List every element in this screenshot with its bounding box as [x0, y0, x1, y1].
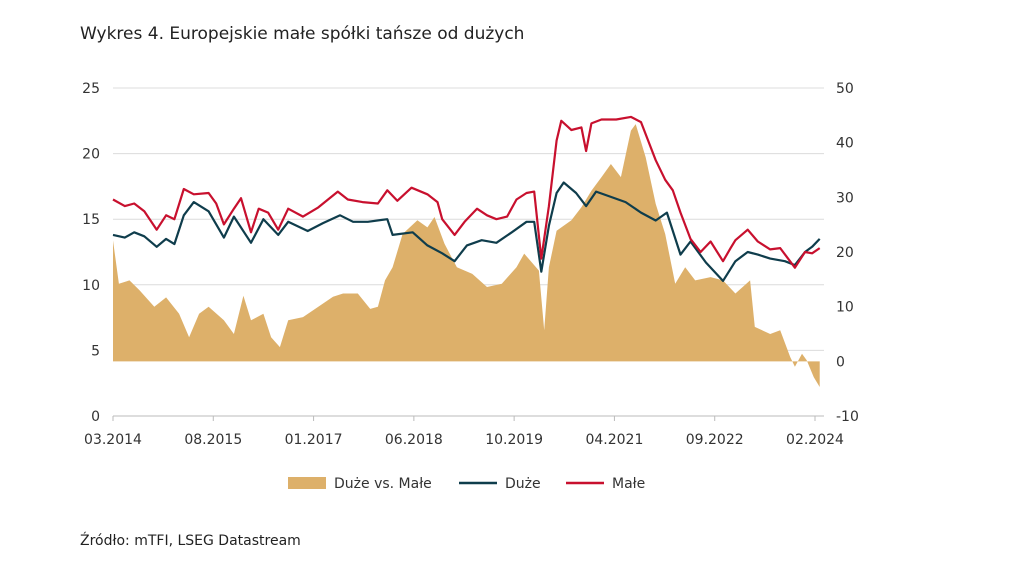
- area-series-duze-vs-male: [113, 124, 820, 387]
- x-tick-label: 10.2019: [485, 432, 543, 448]
- x-tick-label: 08.2015: [184, 432, 242, 448]
- line-series-male: [112, 115, 821, 269]
- chart-title: Wykres 4. Europejskie małe spółki tańsze…: [80, 24, 525, 44]
- x-tick-label: 06.2018: [385, 432, 443, 448]
- source-note: Źródło: mTFI, LSEG Datastream: [80, 533, 301, 549]
- y-left-tick-label: 10: [82, 278, 100, 294]
- x-tick-label: 09.2022: [686, 432, 744, 448]
- legend-label: Duże: [505, 476, 541, 492]
- line-series-duze: [112, 181, 821, 282]
- x-tick-label: 04.2021: [585, 432, 643, 448]
- x-tick-label: 01.2017: [285, 432, 343, 448]
- y-left-tick-label: 15: [82, 212, 100, 228]
- legend-swatch-area: [288, 477, 326, 489]
- y-right-tick-label: 50: [836, 81, 854, 97]
- y-left-tick-label: 25: [82, 81, 100, 97]
- y-right-tick-label: 0: [836, 354, 845, 370]
- y-left-tick-label: 20: [82, 147, 100, 163]
- legend-label: Duże vs. Małe: [334, 476, 432, 492]
- y-left-tick-label: 5: [91, 343, 100, 359]
- legend-label: Małe: [612, 476, 645, 492]
- y-right-tick-label: 20: [836, 245, 854, 261]
- y-left-tick-label: 0: [91, 409, 100, 425]
- x-tick-label: 03.2014: [84, 432, 142, 448]
- y-right-tick-label: 40: [836, 136, 854, 152]
- y-right-tick-label: 10: [836, 300, 854, 316]
- x-tick-label: 02.2024: [786, 432, 844, 448]
- y-right-tick-label: 30: [836, 190, 854, 206]
- y-right-tick-label: -10: [836, 409, 859, 425]
